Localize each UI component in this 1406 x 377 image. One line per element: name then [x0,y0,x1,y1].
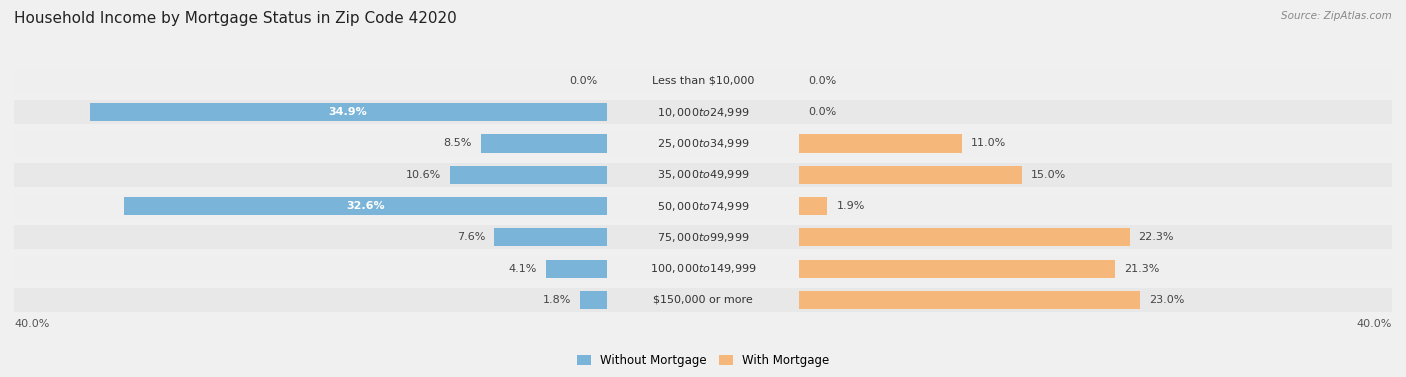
Text: Household Income by Mortgage Status in Zip Code 42020: Household Income by Mortgage Status in Z… [14,11,457,26]
Bar [14,256,1392,281]
Text: 10.6%: 10.6% [405,170,440,180]
Text: $35,000 to $49,999: $35,000 to $49,999 [657,168,749,181]
Text: $25,000 to $34,999: $25,000 to $34,999 [657,137,749,150]
Bar [14,100,1392,124]
Bar [14,288,1392,312]
Text: 40.0%: 40.0% [1357,319,1392,329]
Bar [799,259,1115,277]
Bar [14,162,1392,187]
Legend: Without Mortgage, With Mortgage: Without Mortgage, With Mortgage [572,349,834,372]
Bar [14,225,1392,250]
Bar [581,291,607,309]
Bar [14,69,1392,93]
Bar [494,228,607,246]
Bar [90,103,607,121]
Text: 1.8%: 1.8% [543,295,571,305]
Bar [481,135,607,153]
Bar [799,166,1022,184]
Bar [14,194,1392,218]
Bar [799,291,1140,309]
Text: 4.1%: 4.1% [509,264,537,274]
Text: 0.0%: 0.0% [808,76,837,86]
Text: 7.6%: 7.6% [457,232,485,242]
Text: 1.9%: 1.9% [837,201,865,211]
Text: Source: ZipAtlas.com: Source: ZipAtlas.com [1281,11,1392,21]
Bar [799,197,828,215]
Bar [14,131,1392,156]
Text: $100,000 to $149,999: $100,000 to $149,999 [650,262,756,275]
Bar [799,228,1129,246]
Text: 32.6%: 32.6% [346,201,384,211]
Text: $75,000 to $99,999: $75,000 to $99,999 [657,231,749,244]
Text: 0.0%: 0.0% [569,76,598,86]
Text: 11.0%: 11.0% [972,138,1007,149]
Text: $150,000 or more: $150,000 or more [654,295,752,305]
Text: 0.0%: 0.0% [808,107,837,117]
Text: 21.3%: 21.3% [1123,264,1159,274]
Text: 23.0%: 23.0% [1149,295,1184,305]
Text: $10,000 to $24,999: $10,000 to $24,999 [657,106,749,119]
Text: $50,000 to $74,999: $50,000 to $74,999 [657,199,749,213]
Bar [450,166,607,184]
Bar [124,197,607,215]
Text: Less than $10,000: Less than $10,000 [652,76,754,86]
Text: 22.3%: 22.3% [1139,232,1174,242]
Text: 8.5%: 8.5% [443,138,472,149]
Bar [546,259,607,277]
Text: 15.0%: 15.0% [1031,170,1066,180]
Text: 34.9%: 34.9% [329,107,367,117]
Bar [799,135,962,153]
Text: 40.0%: 40.0% [14,319,49,329]
